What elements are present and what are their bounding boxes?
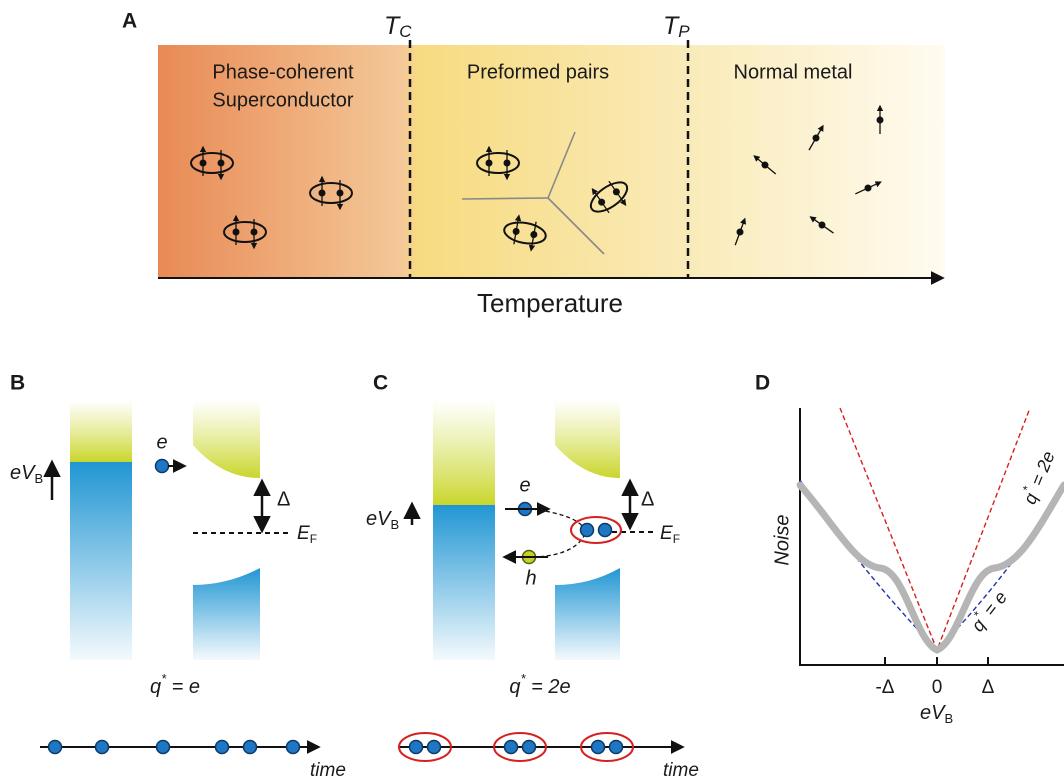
electron xyxy=(523,741,536,754)
time-label: time xyxy=(663,760,699,781)
electron xyxy=(157,741,170,754)
x-tick-label: 0 xyxy=(932,677,943,698)
region-label: Superconductor xyxy=(212,89,354,111)
x-tick-label: Δ xyxy=(982,677,995,698)
electron xyxy=(216,741,229,754)
panel-letter: D xyxy=(755,372,770,395)
x-tick-label: -Δ xyxy=(875,677,894,698)
noise-curve xyxy=(800,485,1064,650)
electron xyxy=(410,741,423,754)
hole-label: h xyxy=(525,567,536,589)
bias-label: eVB xyxy=(10,462,43,486)
time-label: time xyxy=(310,760,346,781)
lead-filled xyxy=(433,505,495,660)
electron xyxy=(592,741,605,754)
lead-empty xyxy=(70,400,132,462)
electron xyxy=(610,741,623,754)
electron xyxy=(49,741,62,754)
sc-upper-band xyxy=(555,400,620,478)
sc-upper-band xyxy=(193,400,260,478)
panel-letter: B xyxy=(10,372,25,395)
y-axis-label: Noise xyxy=(771,514,793,565)
tc-label: TC xyxy=(384,12,412,42)
panel-letter: C xyxy=(373,372,388,395)
pair-train xyxy=(399,733,633,761)
page: {"panel_a": {"letter": "A", "tc": {"main… xyxy=(0,0,1064,781)
region-label: Phase-coherent xyxy=(212,61,354,83)
figure: A TC TP Phase-coherent Superconductor Pr… xyxy=(0,0,1064,781)
lead-filled xyxy=(70,462,132,660)
gap-label: Δ xyxy=(641,488,654,510)
andreev-path xyxy=(532,509,585,557)
pair-ellipse xyxy=(571,517,621,543)
lead-empty xyxy=(433,400,495,505)
charge-label: q* = 2e xyxy=(509,671,570,698)
electron xyxy=(428,741,441,754)
sc-lower-band xyxy=(555,568,620,660)
region-label: Preformed pairs xyxy=(467,61,609,83)
fermi-label: EF xyxy=(660,523,680,546)
fermi-label: EF xyxy=(297,523,317,546)
electron xyxy=(505,741,518,754)
electron xyxy=(581,524,594,537)
curve-label: q* = 2e xyxy=(1016,447,1059,507)
region-label: Normal metal xyxy=(734,61,853,83)
axis-label: Temperature xyxy=(477,288,623,318)
panel-letter: A xyxy=(122,10,137,33)
curve-2e xyxy=(840,408,1030,650)
electron xyxy=(96,741,109,754)
electron xyxy=(599,524,612,537)
bias-label: eVB xyxy=(366,508,399,532)
curve-e xyxy=(800,480,1064,650)
x-ticks xyxy=(885,657,988,665)
tp-label: TP xyxy=(663,12,690,42)
gap-label: Δ xyxy=(277,488,290,510)
electron xyxy=(156,460,169,473)
electron-label: e xyxy=(156,431,167,453)
charge-label: q* = e xyxy=(150,671,200,698)
electron xyxy=(244,741,257,754)
electron xyxy=(287,741,300,754)
electron-label: e xyxy=(519,474,530,496)
sc-lower-band xyxy=(193,568,260,660)
x-axis-label: eVB xyxy=(920,702,953,726)
